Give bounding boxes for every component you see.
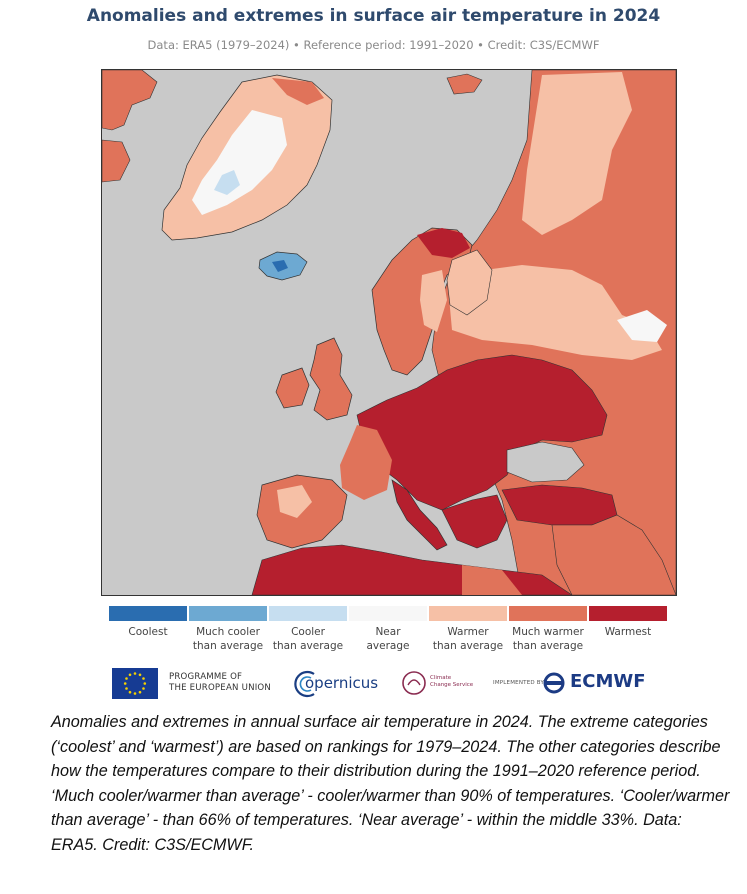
- greenland-north-warm: [272, 78, 324, 105]
- legend-item-much-cooler: Much cooler than average: [189, 606, 267, 653]
- ecmwf-logo-icon: [540, 672, 568, 694]
- iberia-warmer-patch: [277, 485, 312, 518]
- legend-label: Much cooler than average: [192, 626, 264, 652]
- temperature-anomaly-map: [101, 69, 677, 596]
- figure-caption: Anomalies and extremes in annual surface…: [51, 713, 730, 854]
- implemented-by-text: IMPLEMENTED BY: [493, 680, 545, 686]
- c3s-logo-icon: [401, 670, 427, 696]
- eu-flag-icon: [112, 668, 158, 699]
- legend-item-much-warmer: Much warmer than average: [509, 606, 587, 653]
- svalbard: [446, 73, 483, 95]
- legend-item-warmer: Warmer than average: [429, 606, 507, 653]
- map-canvas: [102, 70, 676, 595]
- legend-label: Cooler than average: [272, 626, 344, 652]
- sweden-warmer: [420, 270, 447, 332]
- ecmwf-text: ECMWF: [570, 671, 646, 692]
- legend: Coolest Much cooler than average Cooler th…: [109, 606, 669, 656]
- middle-east: [551, 514, 676, 595]
- north-scandinavia-warmest: [417, 228, 470, 258]
- c3s-text: Climate Change Service: [430, 675, 474, 688]
- copernicus-text: opernicus: [305, 674, 379, 692]
- russia-near-patch: [617, 310, 667, 342]
- legend-label: Much warmer than average: [512, 626, 584, 652]
- eu-programme-text: PROGRAMME OF THE EUROPEAN UNION: [169, 672, 272, 693]
- legend-label: Near average: [366, 626, 410, 652]
- logo-strip: PROGRAMME OF THE EUROPEAN UNION opernicus…: [112, 668, 672, 700]
- balkans: [441, 494, 508, 549]
- legend-swatch: [189, 606, 267, 621]
- great-britain: [309, 337, 353, 421]
- legend-swatch: [349, 606, 427, 621]
- legend-item-coolest: Coolest: [109, 606, 187, 639]
- legend-swatch: [509, 606, 587, 621]
- black-sea: [506, 441, 585, 483]
- copernicus-logo-icon: [292, 668, 387, 700]
- russia-warmer-south: [447, 265, 662, 360]
- greenland-ice-cooler: [214, 170, 240, 195]
- russia-warmer-band: [522, 72, 632, 235]
- italy: [391, 479, 448, 551]
- legend-swatch: [269, 606, 347, 621]
- legend-item-cooler: Cooler than average: [269, 606, 347, 653]
- legend-item-warmest: Warmest: [589, 606, 667, 639]
- legend-label: Coolest: [128, 626, 168, 638]
- chart-title: Anomalies and extremes in surface air te…: [86, 6, 661, 26]
- legend-label: Warmest: [604, 626, 652, 638]
- legend-swatch: [429, 606, 507, 621]
- legend-swatch: [109, 606, 187, 621]
- iceland-coolest: [272, 260, 288, 272]
- central-europe: [356, 354, 608, 511]
- legend-label: Warmer than average: [432, 626, 504, 652]
- legend-item-near: Near average: [349, 606, 427, 653]
- france-much-warmer: [340, 425, 392, 500]
- finland: [446, 249, 493, 316]
- canada-arctic-land: [102, 70, 158, 131]
- ireland: [275, 367, 310, 409]
- chart-subtitle: Data: ERA5 (1979–2024) • Reference perio…: [147, 38, 600, 52]
- legend-swatch: [589, 606, 667, 621]
- north-africa-much-warmer: [462, 565, 522, 595]
- baffin-land: [102, 139, 131, 183]
